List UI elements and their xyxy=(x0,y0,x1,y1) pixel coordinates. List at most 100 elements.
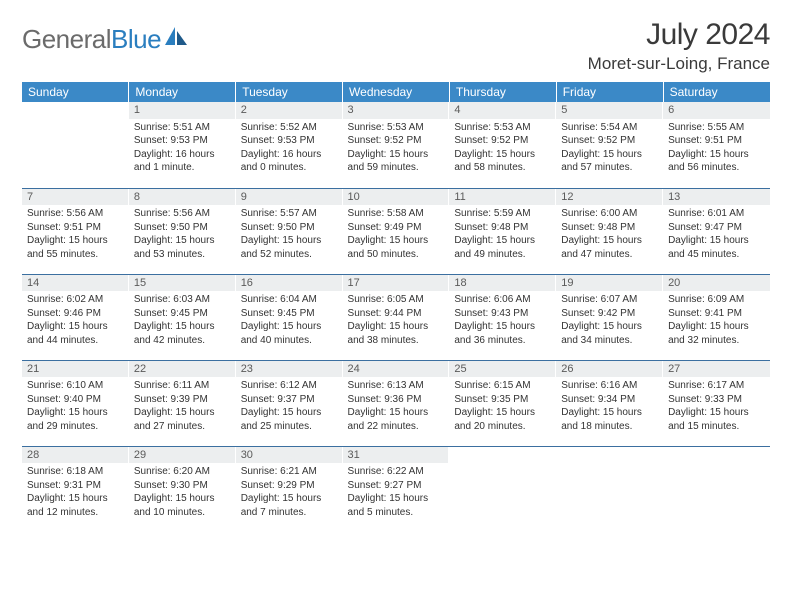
daylight-text: Daylight: 15 hours xyxy=(134,492,231,506)
sunset-text: Sunset: 9:37 PM xyxy=(241,393,338,407)
sunset-text: Sunset: 9:52 PM xyxy=(454,134,551,148)
sunrise-text: Sunrise: 6:10 AM xyxy=(27,379,124,393)
logo-text-part2: Blue xyxy=(111,24,161,54)
day-details: Sunrise: 5:51 AMSunset: 9:53 PMDaylight:… xyxy=(129,119,236,179)
sunset-text: Sunset: 9:30 PM xyxy=(134,479,231,493)
day-number: 18 xyxy=(449,275,556,292)
daylight-text: Daylight: 15 hours xyxy=(27,492,124,506)
sunset-text: Sunset: 9:51 PM xyxy=(668,134,765,148)
day-details: Sunrise: 6:10 AMSunset: 9:40 PMDaylight:… xyxy=(22,377,129,437)
day-details: Sunrise: 6:18 AMSunset: 9:31 PMDaylight:… xyxy=(22,463,129,523)
sunset-text: Sunset: 9:51 PM xyxy=(27,221,124,235)
daylight-text: Daylight: 15 hours xyxy=(668,148,765,162)
day-details: Sunrise: 6:06 AMSunset: 9:43 PMDaylight:… xyxy=(449,291,556,351)
daylight-text: Daylight: 15 hours xyxy=(241,234,338,248)
day-details: Sunrise: 6:09 AMSunset: 9:41 PMDaylight:… xyxy=(663,291,770,351)
day-details: Sunrise: 6:03 AMSunset: 9:45 PMDaylight:… xyxy=(129,291,236,351)
daylight-text: Daylight: 15 hours xyxy=(668,234,765,248)
logo-sail-icon xyxy=(165,27,187,45)
day-details: Sunrise: 6:12 AMSunset: 9:37 PMDaylight:… xyxy=(236,377,343,437)
daylight-text: Daylight: 15 hours xyxy=(668,406,765,420)
daylight-text: and 32 minutes. xyxy=(668,334,765,348)
weekday-header: Friday xyxy=(556,82,663,102)
calendar-day-cell: 26Sunrise: 6:16 AMSunset: 9:34 PMDayligh… xyxy=(556,360,663,446)
daylight-text: and 15 minutes. xyxy=(668,420,765,434)
calendar-day-cell: 28Sunrise: 6:18 AMSunset: 9:31 PMDayligh… xyxy=(22,446,129,532)
day-details: Sunrise: 6:01 AMSunset: 9:47 PMDaylight:… xyxy=(663,205,770,265)
calendar-day-cell: 17Sunrise: 6:05 AMSunset: 9:44 PMDayligh… xyxy=(343,274,450,360)
sunrise-text: Sunrise: 5:59 AM xyxy=(454,207,551,221)
sunrise-text: Sunrise: 5:52 AM xyxy=(241,121,338,135)
calendar-day-cell: 11Sunrise: 5:59 AMSunset: 9:48 PMDayligh… xyxy=(449,188,556,274)
calendar-day-cell: 19Sunrise: 6:07 AMSunset: 9:42 PMDayligh… xyxy=(556,274,663,360)
sunrise-text: Sunrise: 6:13 AM xyxy=(348,379,445,393)
sunrise-text: Sunrise: 6:15 AM xyxy=(454,379,551,393)
daylight-text: and 50 minutes. xyxy=(348,248,445,262)
sunset-text: Sunset: 9:50 PM xyxy=(241,221,338,235)
sunrise-text: Sunrise: 5:58 AM xyxy=(348,207,445,221)
day-number: 23 xyxy=(236,361,343,378)
calendar-day-cell: 6Sunrise: 5:55 AMSunset: 9:51 PMDaylight… xyxy=(663,102,770,188)
calendar-table: SundayMondayTuesdayWednesdayThursdayFrid… xyxy=(22,82,770,532)
sunset-text: Sunset: 9:31 PM xyxy=(27,479,124,493)
sunset-text: Sunset: 9:42 PM xyxy=(561,307,658,321)
calendar-day-cell: 10Sunrise: 5:58 AMSunset: 9:49 PMDayligh… xyxy=(343,188,450,274)
sunrise-text: Sunrise: 5:53 AM xyxy=(348,121,445,135)
location: Moret-sur-Loing, France xyxy=(588,54,770,74)
sunrise-text: Sunrise: 6:12 AM xyxy=(241,379,338,393)
title-block: July 2024 Moret-sur-Loing, France xyxy=(588,18,770,74)
day-number: 26 xyxy=(556,361,663,378)
daylight-text: and 42 minutes. xyxy=(134,334,231,348)
sunset-text: Sunset: 9:49 PM xyxy=(348,221,445,235)
day-details: Sunrise: 6:11 AMSunset: 9:39 PMDaylight:… xyxy=(129,377,236,437)
day-details: Sunrise: 5:59 AMSunset: 9:48 PMDaylight:… xyxy=(449,205,556,265)
weekday-header: Sunday xyxy=(22,82,129,102)
daylight-text: and 45 minutes. xyxy=(668,248,765,262)
daylight-text: and 53 minutes. xyxy=(134,248,231,262)
calendar-day-cell: 2Sunrise: 5:52 AMSunset: 9:53 PMDaylight… xyxy=(236,102,343,188)
weekday-header: Tuesday xyxy=(236,82,343,102)
sunrise-text: Sunrise: 5:56 AM xyxy=(27,207,124,221)
calendar-body: .1Sunrise: 5:51 AMSunset: 9:53 PMDayligh… xyxy=(22,102,770,532)
daylight-text: and 18 minutes. xyxy=(561,420,658,434)
calendar-day-cell: 31Sunrise: 6:22 AMSunset: 9:27 PMDayligh… xyxy=(343,446,450,532)
day-details: Sunrise: 6:05 AMSunset: 9:44 PMDaylight:… xyxy=(343,291,450,351)
daylight-text: Daylight: 16 hours xyxy=(241,148,338,162)
sunset-text: Sunset: 9:39 PM xyxy=(134,393,231,407)
calendar-day-cell: 15Sunrise: 6:03 AMSunset: 9:45 PMDayligh… xyxy=(129,274,236,360)
sunset-text: Sunset: 9:36 PM xyxy=(348,393,445,407)
day-number: 4 xyxy=(449,102,556,119)
sunrise-text: Sunrise: 6:01 AM xyxy=(668,207,765,221)
calendar-day-cell: 14Sunrise: 6:02 AMSunset: 9:46 PMDayligh… xyxy=(22,274,129,360)
weekday-header: Monday xyxy=(129,82,236,102)
sunrise-text: Sunrise: 6:05 AM xyxy=(348,293,445,307)
day-details: Sunrise: 5:57 AMSunset: 9:50 PMDaylight:… xyxy=(236,205,343,265)
day-details: Sunrise: 6:13 AMSunset: 9:36 PMDaylight:… xyxy=(343,377,450,437)
calendar-day-cell: 23Sunrise: 6:12 AMSunset: 9:37 PMDayligh… xyxy=(236,360,343,446)
sunrise-text: Sunrise: 5:57 AM xyxy=(241,207,338,221)
daylight-text: Daylight: 15 hours xyxy=(561,320,658,334)
daylight-text: Daylight: 15 hours xyxy=(668,320,765,334)
day-details: Sunrise: 6:00 AMSunset: 9:48 PMDaylight:… xyxy=(556,205,663,265)
day-number: 29 xyxy=(129,447,236,464)
day-details: Sunrise: 5:54 AMSunset: 9:52 PMDaylight:… xyxy=(556,119,663,179)
day-number: 27 xyxy=(663,361,770,378)
day-details: Sunrise: 5:53 AMSunset: 9:52 PMDaylight:… xyxy=(449,119,556,179)
sunrise-text: Sunrise: 6:16 AM xyxy=(561,379,658,393)
day-number: 25 xyxy=(449,361,556,378)
calendar-day-cell: 8Sunrise: 5:56 AMSunset: 9:50 PMDaylight… xyxy=(129,188,236,274)
day-details: Sunrise: 6:20 AMSunset: 9:30 PMDaylight:… xyxy=(129,463,236,523)
daylight-text: and 57 minutes. xyxy=(561,161,658,175)
daylight-text: Daylight: 15 hours xyxy=(27,320,124,334)
day-number: 20 xyxy=(663,275,770,292)
calendar-day-cell: 18Sunrise: 6:06 AMSunset: 9:43 PMDayligh… xyxy=(449,274,556,360)
calendar-week-row: .1Sunrise: 5:51 AMSunset: 9:53 PMDayligh… xyxy=(22,102,770,188)
sunset-text: Sunset: 9:52 PM xyxy=(561,134,658,148)
day-number: 5 xyxy=(556,102,663,119)
daylight-text: Daylight: 15 hours xyxy=(241,492,338,506)
daylight-text: Daylight: 15 hours xyxy=(454,406,551,420)
sunset-text: Sunset: 9:27 PM xyxy=(348,479,445,493)
calendar-day-cell: 30Sunrise: 6:21 AMSunset: 9:29 PMDayligh… xyxy=(236,446,343,532)
daylight-text: Daylight: 15 hours xyxy=(241,406,338,420)
sunrise-text: Sunrise: 6:17 AM xyxy=(668,379,765,393)
